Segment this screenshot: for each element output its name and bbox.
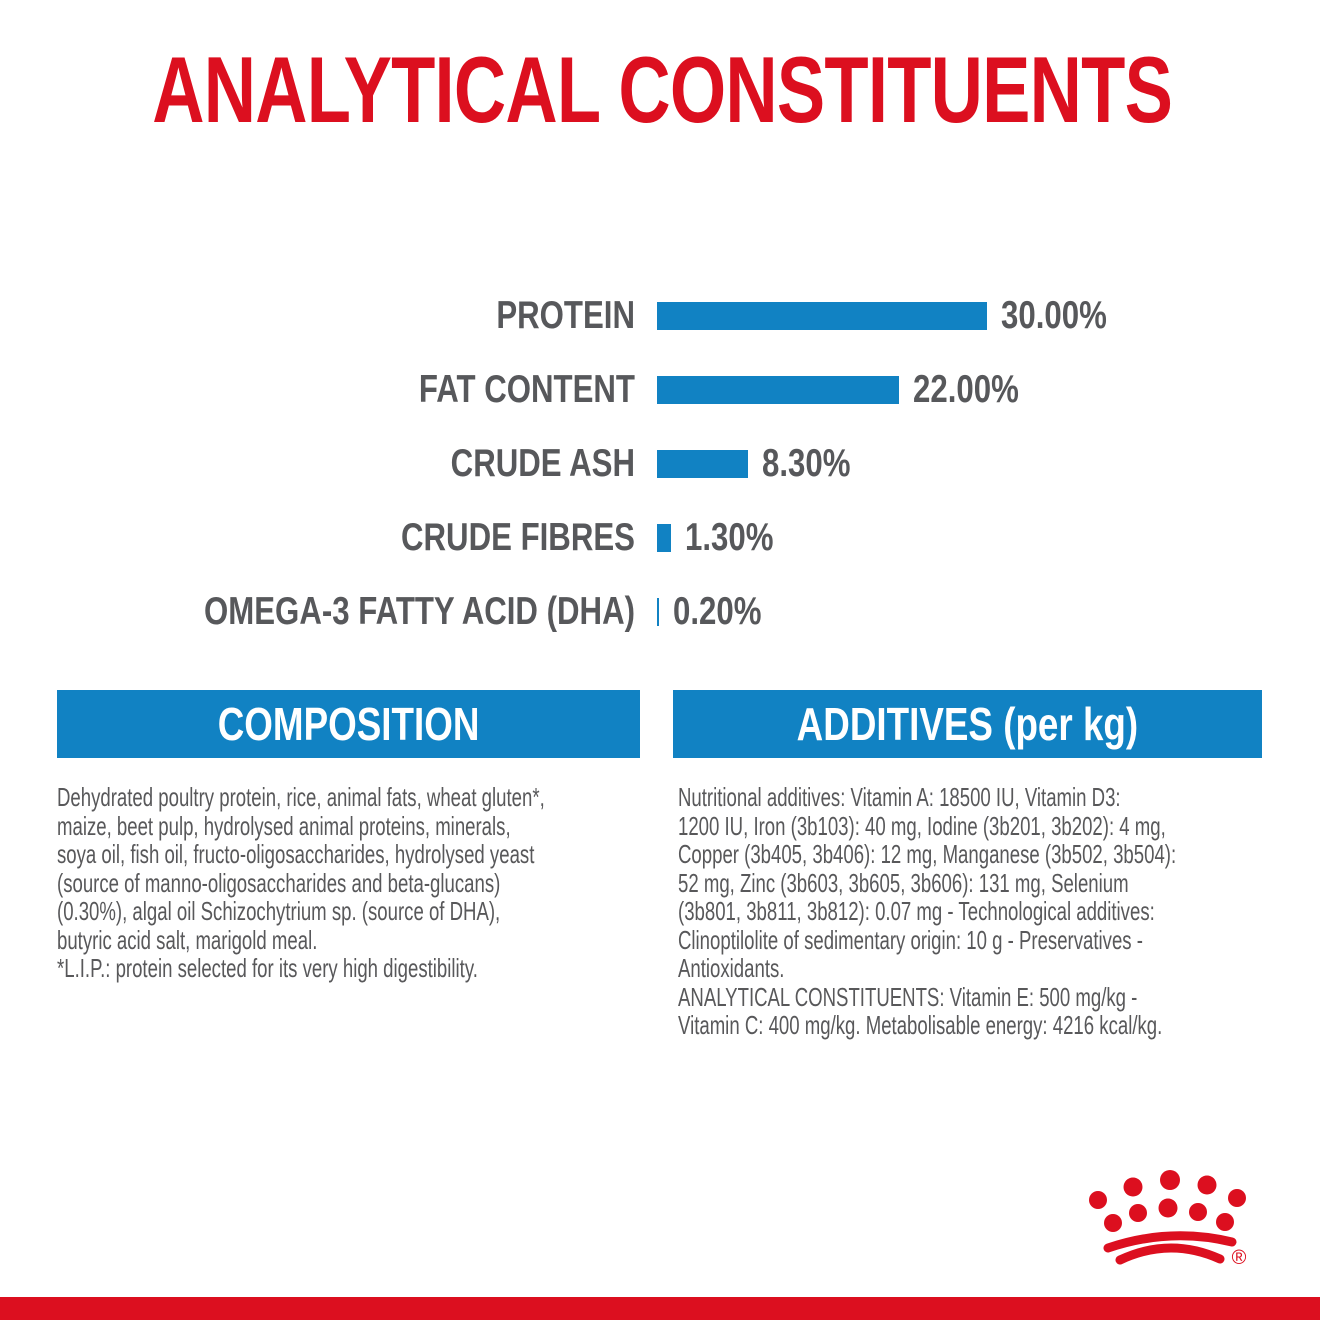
crown-arcs [1103,1231,1237,1265]
additives-section-header: ADDITIVES (per kg) [673,690,1262,758]
chart-row: FAT CONTENT 22.00% [0,353,1320,427]
chart-value-label: 0.20% [673,590,762,633]
royal-canin-crown-logo: ® [1089,1170,1247,1269]
registered-trademark-icon: ® [1232,1247,1247,1269]
composition-text-block: Dehydrated poultry protein, rice, animal… [57,783,657,983]
crown-dots [1089,1170,1246,1232]
chart-category-label: FAT CONTENT [418,368,635,411]
chart-bar [657,376,899,404]
chart-bar [657,450,749,478]
chart-value-label: 30.00% [1001,294,1107,337]
footer-red-bar [0,1297,1320,1320]
composition-section-header: COMPOSITION [57,690,640,758]
chart-row: CRUDE FIBRES 1.30% [0,501,1320,575]
chart-category-label: PROTEIN [496,294,635,337]
page-title-text: ANALYTICAL CONSTITUENTS [152,37,1173,142]
chart-value-label: 22.00% [913,368,1019,411]
additives-text-block: Nutritional additives: Vitamin A: 18500 … [678,783,1278,1040]
analytical-constituents-chart: PROTEIN 30.00% FAT CONTENT 22.00% CRUDE ASH 8… [0,279,1320,649]
additives-text: Nutritional additives: Vitamin A: 18500 … [678,782,1177,1040]
chart-category-label: CRUDE FIBRES [400,516,635,559]
chart-category-label: CRUDE ASH [450,442,635,485]
chart-category-label: OMEGA-3 FATTY ACID (DHA) [203,590,636,633]
chart-bar [657,302,987,330]
chart-row: CRUDE ASH 8.30% [0,427,1320,501]
additives-header-label: ADDITIVES (per kg) [796,698,1139,750]
composition-header-label: COMPOSITION [217,698,480,750]
chart-bar [657,524,672,552]
composition-text: Dehydrated poultry protein, rice, animal… [57,782,545,983]
chart-value-label: 8.30% [762,442,851,485]
chart-value-label: 1.30% [685,516,774,559]
chart-row: PROTEIN 30.00% [0,279,1320,353]
chart-row: OMEGA-3 FATTY ACID (DHA) 0.20% [0,575,1320,649]
page-title: ANALYTICAL CONSTITUENTS [0,36,1320,144]
chart-bar [657,598,660,626]
